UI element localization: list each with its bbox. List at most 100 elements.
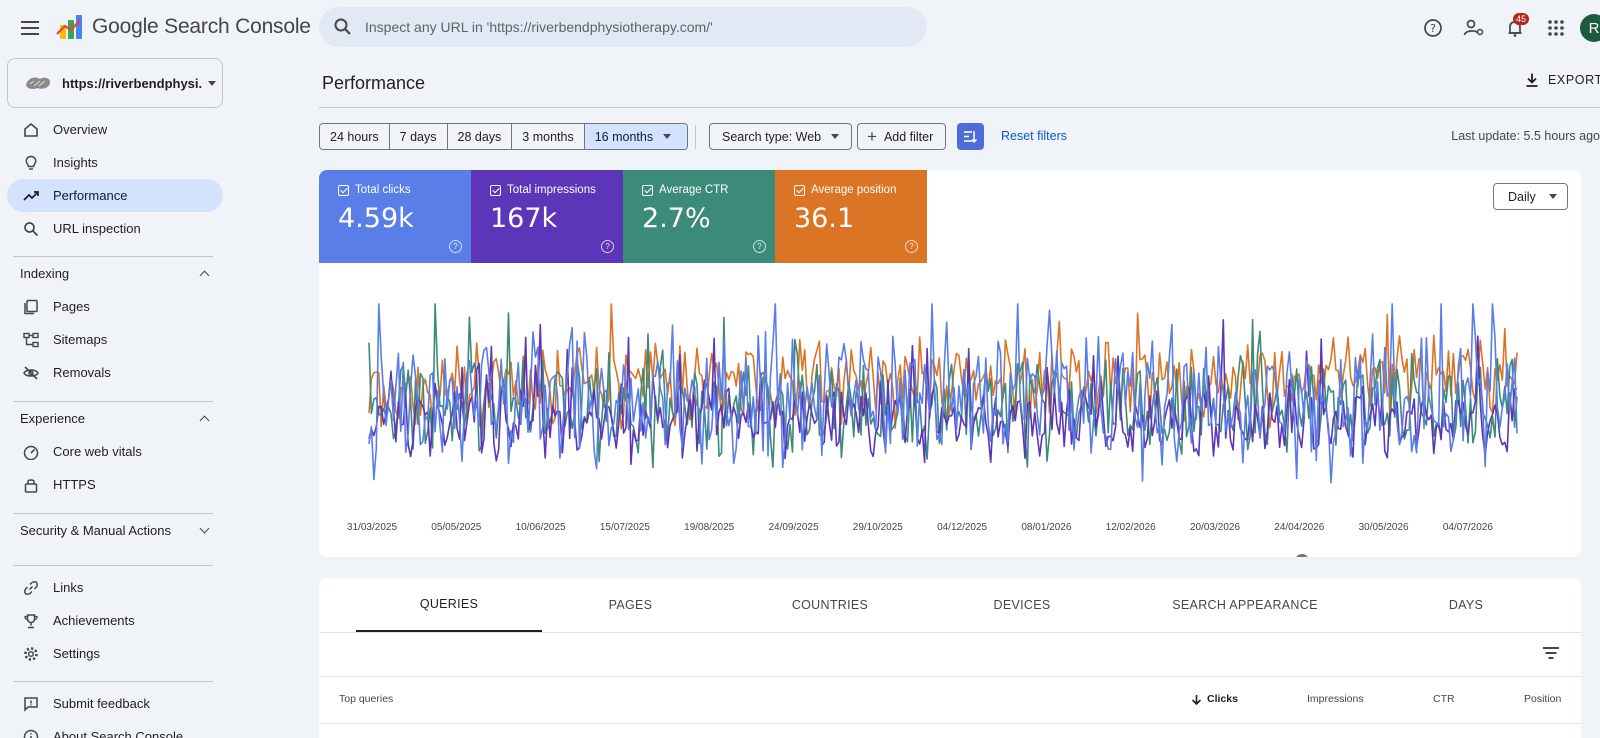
search-type-dropdown[interactable]: Search type: Web bbox=[709, 123, 853, 150]
range-label: 16 months bbox=[594, 129, 654, 144]
add-filter-label: Add filter bbox=[883, 129, 934, 144]
range-28-days[interactable]: 28 days bbox=[447, 124, 513, 149]
apps-icon[interactable] bbox=[1540, 12, 1572, 44]
sidebar-item-label: HTTPS bbox=[53, 477, 96, 492]
sidebar-item-performance[interactable]: Performance bbox=[7, 179, 223, 212]
column-header-position[interactable]: Position bbox=[1524, 693, 1562, 705]
sidebar-divider bbox=[13, 401, 213, 402]
sidebar-item-label: Core web vitals bbox=[53, 444, 142, 459]
section-indexing-toggle[interactable]: Indexing bbox=[20, 261, 216, 285]
performance-line-chart[interactable] bbox=[319, 270, 1581, 510]
tab-days[interactable]: DAYS bbox=[1448, 598, 1484, 612]
sidebar-item-label: Pages bbox=[53, 299, 90, 314]
filter-settings-button[interactable] bbox=[957, 123, 984, 150]
tab-pages[interactable]: PAGES bbox=[608, 598, 653, 612]
column-header-impressions[interactable]: Impressions bbox=[1307, 693, 1364, 705]
help-icon[interactable]: ? bbox=[1417, 12, 1449, 44]
top-bar: Google Search Console ? 45 R bbox=[0, 0, 1600, 56]
metric-label: Average CTR bbox=[659, 184, 729, 196]
sidebar-item-about[interactable]: About Search Console bbox=[7, 720, 223, 738]
url-inspect-search[interactable] bbox=[319, 7, 927, 47]
last-update-text: Last update: 5.5 hours ago bbox=[1451, 129, 1600, 143]
series-line-total-clicks[interactable] bbox=[368, 303, 1518, 484]
column-header-clicks[interactable]: Clicks bbox=[1191, 693, 1238, 705]
tab-countries[interactable]: COUNTRIES bbox=[791, 598, 869, 612]
sidebar-item-label: About Search Console bbox=[53, 729, 184, 738]
app-logo[interactable]: Google Search Console bbox=[56, 12, 311, 42]
x-tick-label: 31/03/2025 bbox=[346, 522, 398, 533]
metric-card-average-position[interactable]: Average position 36.1 ? bbox=[775, 170, 927, 263]
notifications-icon[interactable]: 45 bbox=[1499, 12, 1531, 44]
date-range-group: 24 hours 7 days 28 days 3 months 16 mont… bbox=[319, 123, 689, 150]
sidebar-item-settings[interactable]: Settings bbox=[7, 637, 223, 670]
filter-rows-icon[interactable] bbox=[1541, 643, 1561, 663]
help-icon[interactable]: ? bbox=[753, 240, 766, 253]
sidebar-item-removals[interactable]: Removals bbox=[7, 356, 223, 389]
title-divider bbox=[319, 107, 1600, 108]
annotation-marker[interactable]: 1 bbox=[1295, 554, 1309, 557]
sidebar-item-core-web-vitals[interactable]: Core web vitals bbox=[7, 435, 223, 468]
metric-label: Total impressions bbox=[507, 184, 596, 196]
export-button[interactable]: EXPORT bbox=[1524, 72, 1600, 88]
range-24-hours[interactable]: 24 hours bbox=[320, 124, 390, 149]
checkbox-icon[interactable] bbox=[338, 184, 349, 196]
x-tick-label: 05/05/2025 bbox=[431, 522, 482, 533]
url-inspect-input[interactable] bbox=[365, 19, 905, 35]
arrow-down-icon bbox=[1191, 694, 1202, 705]
sidebar-divider bbox=[13, 681, 213, 682]
range-7-days[interactable]: 7 days bbox=[389, 124, 448, 149]
sidebar-item-achievements[interactable]: Achievements bbox=[7, 604, 223, 637]
speed-icon bbox=[22, 443, 40, 461]
tab-search-appearance[interactable]: SEARCH APPEARANCE bbox=[1172, 598, 1318, 612]
sidebar-item-overview[interactable]: Overview bbox=[7, 113, 223, 146]
reset-filters-link[interactable]: Reset filters bbox=[1001, 129, 1067, 143]
checkbox-icon[interactable] bbox=[642, 184, 653, 196]
sidebar-item-pages[interactable]: Pages bbox=[7, 290, 223, 323]
help-icon[interactable]: ? bbox=[449, 240, 462, 253]
metric-card-total-impressions[interactable]: Total impressions 167k ? bbox=[471, 170, 623, 263]
toolbar-separator bbox=[695, 125, 696, 149]
checkbox-icon[interactable] bbox=[794, 184, 805, 196]
metric-card-total-clicks[interactable]: Total clicks 4.59k ? bbox=[319, 170, 471, 263]
section-experience-toggle[interactable]: Experience bbox=[20, 406, 216, 430]
sidebar-item-https[interactable]: HTTPS bbox=[7, 468, 223, 501]
sidebar-item-sitemaps[interactable]: Sitemaps bbox=[7, 323, 223, 356]
menu-icon[interactable] bbox=[18, 16, 42, 40]
search-type-label: Search type: Web bbox=[722, 129, 822, 144]
metric-card-average-ctr[interactable]: Average CTR 2.7% ? bbox=[623, 170, 775, 263]
pages-icon bbox=[22, 298, 40, 316]
manage-accounts-icon[interactable] bbox=[1458, 12, 1490, 44]
tab-queries[interactable]: QUERIES bbox=[356, 578, 542, 632]
range-16-months[interactable]: 16 months bbox=[584, 124, 688, 149]
checkbox-icon[interactable] bbox=[490, 184, 501, 196]
tab-devices[interactable]: DEVICES bbox=[993, 598, 1051, 612]
search-console-logo-icon bbox=[56, 15, 82, 39]
sidebar-item-insights[interactable]: Insights bbox=[7, 146, 223, 179]
x-tick-label: 04/07/2026 bbox=[1442, 522, 1493, 533]
x-tick-label: 19/08/2025 bbox=[684, 522, 735, 533]
performance-chart-card: Total clicks 4.59k ? Total impressions 1… bbox=[319, 170, 1581, 557]
section-title: Experience bbox=[20, 410, 86, 426]
column-label: Clicks bbox=[1207, 693, 1238, 705]
feedback-icon bbox=[22, 695, 40, 713]
sidebar-item-submit-feedback[interactable]: Submit feedback bbox=[7, 687, 223, 720]
help-icon[interactable]: ? bbox=[601, 240, 614, 253]
chevron-down-icon bbox=[199, 523, 210, 533]
site-favicon-icon bbox=[26, 77, 51, 89]
help-icon[interactable]: ? bbox=[905, 240, 918, 253]
chevron-down-icon bbox=[1548, 194, 1557, 199]
property-selector[interactable]: https://riverbendphysi... bbox=[7, 58, 223, 108]
chevron-down-icon bbox=[831, 134, 840, 139]
results-table-card: QUERIES PAGES COUNTRIES DEVICES SEARCH A… bbox=[319, 578, 1581, 738]
metric-label: Total clicks bbox=[355, 184, 411, 196]
range-3-months[interactable]: 3 months bbox=[512, 124, 585, 149]
column-header-ctr[interactable]: CTR bbox=[1433, 693, 1455, 705]
sidebar-item-url-inspection[interactable]: URL inspection bbox=[7, 212, 223, 245]
section-security-toggle[interactable]: Security & Manual Actions bbox=[20, 518, 216, 542]
add-filter-button[interactable]: + Add filter bbox=[857, 123, 947, 150]
granularity-dropdown[interactable]: Daily bbox=[1493, 183, 1568, 210]
avatar[interactable]: R bbox=[1580, 14, 1600, 42]
x-tick-label: 30/05/2026 bbox=[1358, 522, 1409, 533]
trending-up-icon bbox=[22, 187, 40, 205]
sidebar-item-links[interactable]: Links bbox=[7, 571, 223, 604]
